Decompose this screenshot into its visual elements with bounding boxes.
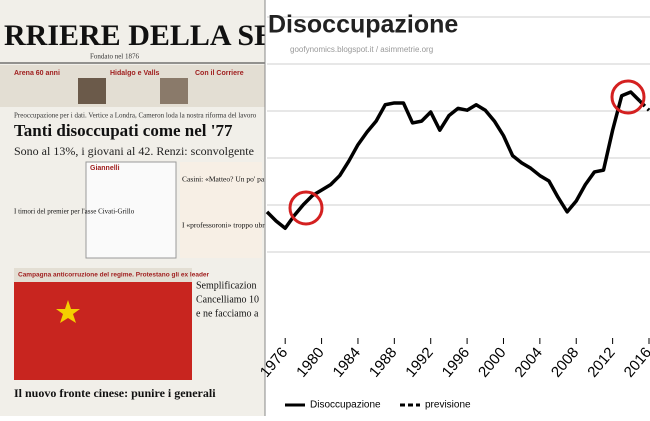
right-line: e ne facciamo a bbox=[196, 308, 259, 319]
chart-subtitle: goofynomics.blogspot.it / asimmetrie.org bbox=[290, 45, 433, 54]
highlight-circle bbox=[288, 190, 324, 226]
founded: Fondato nel 1876 bbox=[90, 53, 139, 61]
cartoon-box bbox=[85, 161, 177, 259]
caption-band bbox=[14, 268, 192, 282]
sidebar-box bbox=[180, 162, 262, 258]
bottom-headline: Il nuovo fronte cinese: punire i general… bbox=[14, 386, 216, 400]
legend-label: previsione bbox=[425, 400, 471, 411]
right-line: Semplificazion bbox=[196, 280, 257, 291]
side-story: I «professoroni» troppo ubriachi la Cart… bbox=[182, 221, 345, 230]
side-story: Casini: «Matteo? Un po' pazzo ma non va … bbox=[182, 175, 335, 184]
headline: Tanti disoccupati come nel '77 bbox=[14, 121, 233, 140]
photo bbox=[78, 78, 106, 104]
kicker: Preoccupazione per i dati. Vertice a Lon… bbox=[14, 112, 257, 120]
cartoon-label: Giannelli bbox=[90, 165, 120, 172]
chart-title: Disoccupazione bbox=[268, 11, 458, 39]
teaser: Con il Corriere bbox=[195, 70, 244, 77]
side-story: I timori del premier per l'asse Civati-G… bbox=[14, 208, 135, 216]
line-series bbox=[265, 90, 642, 230]
photo bbox=[160, 78, 188, 104]
teaser: Arena 60 anni bbox=[14, 70, 60, 77]
teaser-band bbox=[0, 65, 265, 107]
right-line: Cancelliamo 10 bbox=[196, 294, 259, 305]
highlight-circle bbox=[610, 79, 646, 115]
masthead: RRIERE DELLA SER bbox=[4, 19, 296, 52]
legend-label: Disoccupazione bbox=[310, 400, 381, 411]
subhead: Sono al 13%, i giovani al 42. Renzi: sco… bbox=[14, 144, 254, 158]
photo-caption: Campagna anticorruzione del regime. Prot… bbox=[18, 272, 210, 279]
star bbox=[56, 300, 80, 323]
photo bbox=[14, 268, 192, 380]
chart-bg bbox=[265, 0, 650, 416]
teaser: Hidalgo e Valls bbox=[110, 70, 160, 77]
